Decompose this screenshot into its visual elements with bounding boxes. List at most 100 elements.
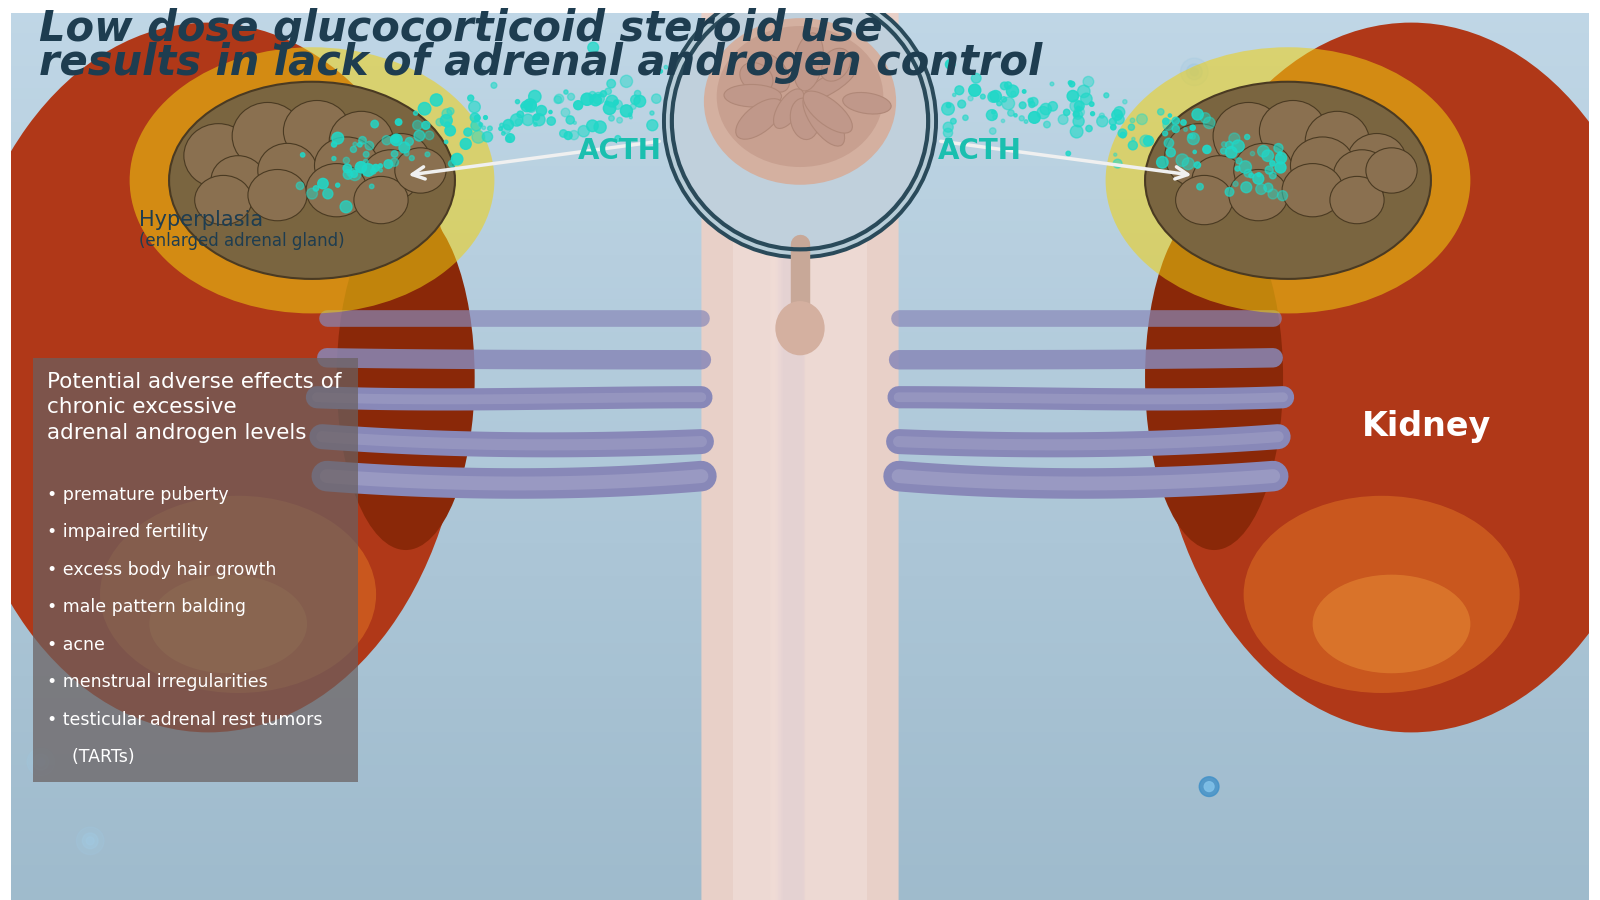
Bar <box>11 12 1589 23</box>
Ellipse shape <box>1213 103 1285 169</box>
Bar <box>781 13 802 900</box>
Circle shape <box>478 122 483 127</box>
Circle shape <box>1019 116 1024 121</box>
Circle shape <box>1002 119 1005 122</box>
Circle shape <box>307 188 317 199</box>
Circle shape <box>341 201 352 212</box>
Circle shape <box>1250 173 1253 178</box>
Circle shape <box>106 166 114 175</box>
Circle shape <box>608 115 614 122</box>
Bar <box>11 45 1589 57</box>
Circle shape <box>318 178 328 189</box>
Circle shape <box>992 111 995 114</box>
Circle shape <box>1278 152 1282 155</box>
Circle shape <box>1163 118 1170 124</box>
Circle shape <box>568 94 574 100</box>
Circle shape <box>86 837 94 845</box>
Circle shape <box>296 182 304 190</box>
Circle shape <box>445 122 450 127</box>
Circle shape <box>606 95 618 107</box>
Ellipse shape <box>195 176 251 225</box>
Bar <box>11 56 1589 68</box>
Circle shape <box>1165 139 1174 148</box>
Bar <box>11 788 1589 800</box>
Ellipse shape <box>739 63 773 93</box>
Circle shape <box>445 125 456 136</box>
Circle shape <box>1123 100 1126 104</box>
Circle shape <box>1262 150 1274 161</box>
Circle shape <box>1157 109 1163 115</box>
Circle shape <box>573 122 576 124</box>
Circle shape <box>523 99 536 112</box>
Circle shape <box>515 100 520 104</box>
Circle shape <box>27 748 54 776</box>
Circle shape <box>992 115 997 119</box>
Ellipse shape <box>283 101 350 162</box>
Circle shape <box>589 92 595 99</box>
Circle shape <box>1114 153 1117 157</box>
Circle shape <box>499 127 502 130</box>
Circle shape <box>942 122 954 132</box>
Circle shape <box>1187 134 1192 139</box>
Ellipse shape <box>1146 82 1430 279</box>
Bar <box>771 13 792 900</box>
Circle shape <box>464 128 472 136</box>
Text: Hyperplasia: Hyperplasia <box>139 210 264 230</box>
Circle shape <box>1022 90 1026 94</box>
Circle shape <box>605 101 610 105</box>
Circle shape <box>37 758 45 766</box>
Ellipse shape <box>1306 112 1370 170</box>
Circle shape <box>587 42 598 53</box>
Bar <box>11 710 1589 723</box>
Bar <box>784 13 803 900</box>
Bar <box>11 733 1589 744</box>
Circle shape <box>62 616 78 632</box>
Bar <box>11 311 1589 323</box>
Ellipse shape <box>1192 156 1246 205</box>
Circle shape <box>958 100 966 108</box>
Circle shape <box>1522 557 1538 572</box>
Circle shape <box>1205 782 1214 792</box>
Bar <box>11 378 1589 390</box>
Circle shape <box>472 130 485 143</box>
Circle shape <box>971 73 981 83</box>
Circle shape <box>331 142 336 147</box>
Circle shape <box>522 104 525 108</box>
Circle shape <box>1173 125 1179 132</box>
Bar <box>11 622 1589 634</box>
Circle shape <box>603 102 616 114</box>
Ellipse shape <box>1146 205 1283 550</box>
Circle shape <box>1275 155 1285 165</box>
Circle shape <box>390 134 402 146</box>
Bar <box>11 356 1589 367</box>
Circle shape <box>331 132 344 144</box>
Circle shape <box>1074 107 1085 117</box>
Circle shape <box>1187 64 1202 80</box>
Bar <box>11 500 1589 512</box>
Ellipse shape <box>258 143 317 198</box>
Circle shape <box>562 108 570 117</box>
Circle shape <box>1029 112 1040 123</box>
Circle shape <box>570 130 579 140</box>
Circle shape <box>1096 116 1107 127</box>
Circle shape <box>342 164 352 173</box>
Circle shape <box>426 131 434 140</box>
Circle shape <box>747 49 755 56</box>
Circle shape <box>1109 118 1117 125</box>
Circle shape <box>1245 134 1250 140</box>
Circle shape <box>1011 91 1016 96</box>
Circle shape <box>517 111 523 118</box>
Circle shape <box>422 122 430 130</box>
Circle shape <box>634 95 646 107</box>
Circle shape <box>1029 97 1038 106</box>
Circle shape <box>1077 86 1090 97</box>
Ellipse shape <box>371 133 430 188</box>
Circle shape <box>1157 157 1168 168</box>
Circle shape <box>1264 183 1272 192</box>
Circle shape <box>1064 109 1070 115</box>
Circle shape <box>1069 81 1072 85</box>
Bar <box>11 345 1589 356</box>
Bar <box>11 222 1589 235</box>
Ellipse shape <box>736 99 782 140</box>
Bar <box>11 433 1589 446</box>
